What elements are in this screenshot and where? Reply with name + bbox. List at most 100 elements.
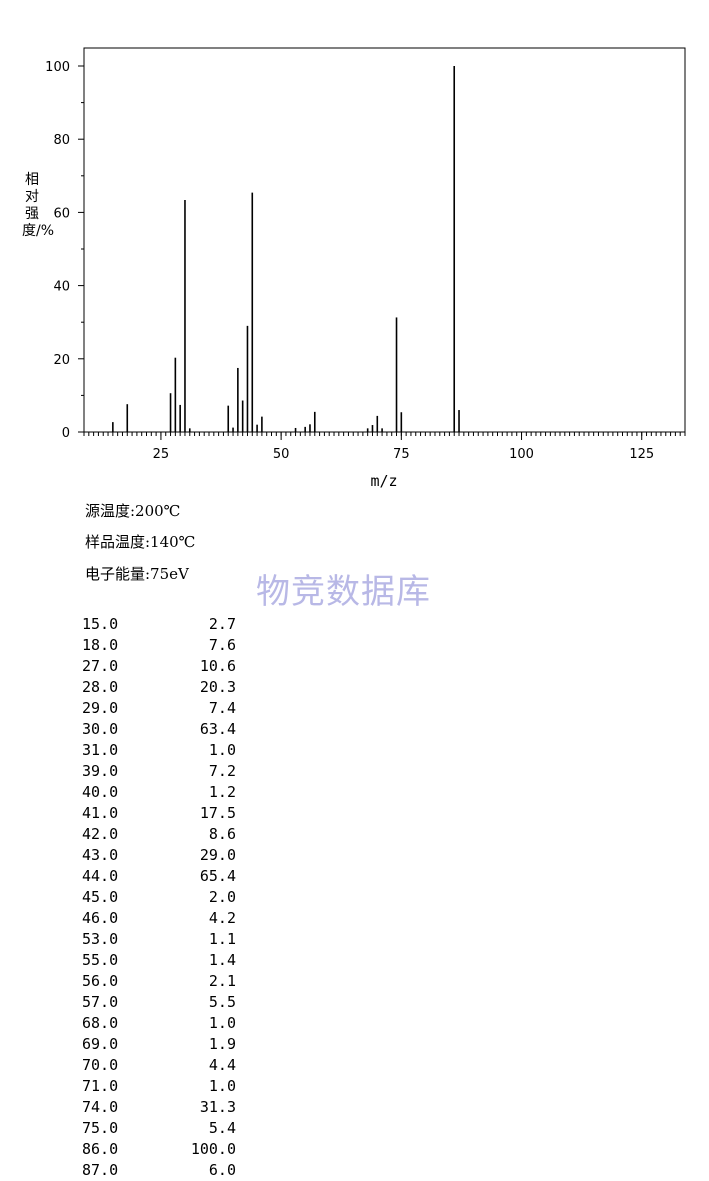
mz-cell: 40.0 (82, 783, 119, 801)
abundance-cell: 1.2 (208, 783, 236, 801)
table-row: 15.0 2.7 (82, 614, 236, 635)
table-row: 29.0 7.4 (82, 698, 236, 719)
condition-source-temp: 源温度:200℃ (85, 502, 181, 520)
table-row: 41.0 17.5 (82, 803, 236, 824)
abundance-cell: 5.4 (208, 1119, 236, 1137)
y-axis-label: 相对强度/% (22, 172, 55, 239)
table-row: 53.0 1.1 (82, 929, 236, 950)
x-tick-label: 100 (509, 447, 534, 462)
abundance-cell: 8.6 (208, 825, 236, 843)
table-row: 55.0 1.4 (82, 950, 236, 971)
y-tick-label: 80 (53, 133, 70, 148)
table-row: 71.0 1.0 (82, 1076, 236, 1097)
mz-cell: 46.0 (82, 909, 119, 927)
abundance-cell: 2.1 (208, 972, 236, 990)
mz-cell: 68.0 (82, 1014, 119, 1032)
mass-spectrum-chart: 25 50 75 100 125 0 20 40 60 80 100 m/z (45, 47, 686, 490)
table-row: 45.0 2.0 (82, 887, 236, 908)
table-row: 39.0 7.2 (82, 761, 236, 782)
mz-cell: 28.0 (82, 678, 119, 696)
table-row: 56.0 2.1 (82, 971, 236, 992)
abundance-cell: 10.6 (199, 657, 236, 675)
mz-cell: 53.0 (82, 930, 119, 948)
table-row: 46.0 4.2 (82, 908, 236, 929)
table-row: 42.0 8.6 (82, 824, 236, 845)
mz-cell: 30.0 (82, 720, 119, 738)
table-row: 30.0 63.4 (82, 719, 236, 740)
abundance-cell: 5.5 (208, 993, 236, 1011)
table-row: 68.0 1.0 (82, 1013, 236, 1034)
table-row: 87.0 6.0 (82, 1160, 236, 1181)
table-row: 44.0 65.4 (82, 866, 236, 887)
abundance-cell: 1.0 (208, 1014, 236, 1032)
abundance-cell: 1.0 (208, 741, 236, 759)
mz-cell: 42.0 (82, 825, 119, 843)
mz-cell: 18.0 (82, 636, 119, 654)
mz-cell: 86.0 (82, 1140, 119, 1158)
mz-cell: 45.0 (82, 888, 119, 906)
abundance-cell: 20.3 (199, 678, 236, 696)
y-tick-label: 20 (53, 353, 70, 368)
mz-cell: 74.0 (82, 1098, 119, 1116)
abundance-cell: 1.9 (208, 1035, 236, 1053)
y-tick-label: 40 (53, 280, 70, 295)
abundance-cell: 2.7 (208, 615, 236, 633)
mz-cell: 71.0 (82, 1077, 119, 1095)
mz-cell: 55.0 (82, 951, 119, 969)
mz-cell: 27.0 (82, 657, 119, 675)
abundance-cell: 63.4 (199, 720, 236, 738)
table-row: 18.0 7.6 (82, 635, 236, 656)
mz-cell: 69.0 (82, 1035, 119, 1053)
x-tick-label: 50 (273, 447, 290, 462)
mz-cell: 57.0 (82, 993, 119, 1011)
mz-cell: 29.0 (82, 699, 119, 717)
condition-sample-temp: 样品温度:140℃ (85, 533, 196, 551)
table-row: 40.0 1.2 (82, 782, 236, 803)
abundance-cell: 31.3 (199, 1098, 236, 1116)
table-row: 75.0 5.4 (82, 1118, 236, 1139)
peak-table: 15.0 2.7 18.0 7.6 27.0 10.6 28.0 20.3 29.0 7.4 30.… (82, 614, 236, 1181)
x-tick-label: 75 (393, 447, 410, 462)
mz-cell: 44.0 (82, 867, 119, 885)
plot-frame (83, 47, 686, 433)
mz-cell: 31.0 (82, 741, 119, 759)
mz-cell: 43.0 (82, 846, 119, 864)
mz-cell: 75.0 (82, 1119, 119, 1137)
table-row: 28.0 20.3 (82, 677, 236, 698)
table-row: 74.0 31.3 (82, 1097, 236, 1118)
abundance-cell: 7.6 (208, 636, 236, 654)
x-minor-ticks (83, 432, 686, 436)
table-row: 86.0 100.0 (82, 1139, 236, 1160)
mz-cell: 56.0 (82, 972, 119, 990)
abundance-cell: 2.0 (208, 888, 236, 906)
abundance-cell: 1.4 (208, 951, 236, 969)
spectrum-bars (112, 66, 460, 432)
abundance-cell: 1.0 (208, 1077, 236, 1095)
table-row: 31.0 1.0 (82, 740, 236, 761)
mz-cell: 70.0 (82, 1056, 119, 1074)
abundance-cell: 17.5 (199, 804, 236, 822)
x-tick-label: 125 (629, 447, 654, 462)
condition-electron-energy: 电子能量:75eV (85, 565, 189, 583)
watermark-text: 物竞数据库 (256, 572, 431, 612)
abundance-cell: 29.0 (199, 846, 236, 864)
y-tick-label: 100 (45, 60, 70, 75)
abundance-cell: 1.1 (208, 930, 236, 948)
abundance-cell: 4.2 (208, 909, 236, 927)
x-tick-label: 25 (153, 447, 170, 462)
x-axis-label: m/z (370, 472, 397, 490)
table-row: 43.0 29.0 (82, 845, 236, 866)
mz-cell: 87.0 (82, 1161, 119, 1179)
y-tick-label: 60 (53, 206, 70, 221)
abundance-cell: 6.0 (208, 1161, 236, 1179)
table-row: 27.0 10.6 (82, 656, 236, 677)
mz-cell: 39.0 (82, 762, 119, 780)
mz-cell: 41.0 (82, 804, 119, 822)
abundance-cell: 7.4 (208, 699, 236, 717)
table-row: 69.0 1.9 (82, 1034, 236, 1055)
table-row: 57.0 5.5 (82, 992, 236, 1013)
mz-cell: 15.0 (82, 615, 119, 633)
abundance-cell: 4.4 (208, 1056, 236, 1074)
x-axis-ticks: 25 50 75 100 125 (153, 432, 654, 462)
abundance-cell: 65.4 (199, 867, 236, 885)
